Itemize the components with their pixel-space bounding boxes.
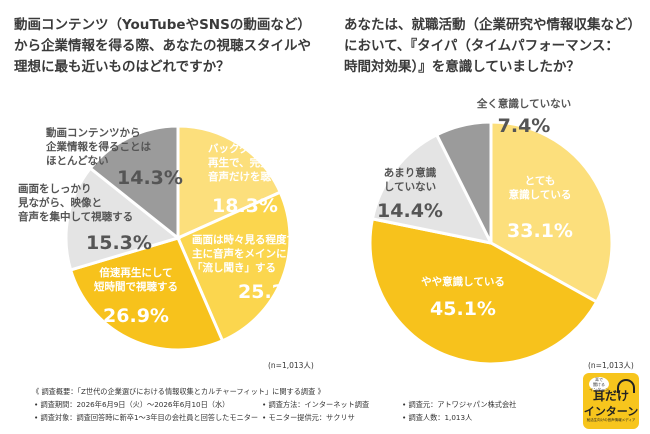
slice-value-0-4: 14.3% — [117, 167, 183, 189]
slice-label-0-3: 音声を集中して視聴する — [18, 210, 133, 223]
survey-footer: 《 調査概要：「Z世代の企業選びにおける情報収集とカルチャーフィット」に関する調… — [32, 385, 554, 424]
slice-label-0-1: 「流し聞き」する — [192, 261, 276, 274]
headphones-icon — [617, 379, 635, 393]
slice-label-0-4: ほとんどない — [46, 154, 108, 167]
survey-provider: • モニター提供元：サクリサ — [262, 413, 355, 422]
footer-row: • 調査対象：調査回答時に新卒1〜3年目の会社員と回答したモニター • モニター… — [34, 411, 554, 424]
slice-label-0-2: 短時間で視聴する — [94, 280, 178, 293]
pie-slice-0-2 — [68, 236, 225, 352]
survey-method: • 調査方法：インターネット調査 — [262, 400, 370, 409]
survey-title: 《 調査概要：「Z世代の企業選びにおける情報収集とカルチャーフィット」に関する調… — [32, 387, 325, 396]
slice-value-1-2: 14.4% — [377, 200, 443, 222]
slice-label-0-0: 再生で、完全に — [208, 156, 281, 169]
slice-value-0-0: 18.3% — [212, 195, 278, 217]
slice-label-0-0: バックグラウンド — [208, 142, 292, 155]
logo-line2: インターン — [583, 405, 639, 418]
slice-value-0-3: 15.3% — [86, 232, 152, 254]
pie-slice-1-1 — [368, 217, 599, 366]
pie-slice-1-2 — [370, 132, 494, 246]
slice-label-0-0: 音声だけを聴く — [208, 170, 282, 183]
slice-label-0-4: 動画コンテンツから — [46, 126, 141, 139]
survey-count: • 調査人数：1,013人 — [402, 413, 473, 422]
logo-line1: 耳だけ — [592, 389, 629, 403]
slice-label-0-1: 画面は時々見る程度で、 — [192, 233, 307, 246]
pie-slice-0-0 — [176, 124, 283, 241]
slice-value-1-1: 45.1% — [430, 298, 496, 320]
slice-label-0-1: 主に音声をメインに — [192, 247, 287, 260]
survey-source: • 調査元：アトワジャパン株式会社 — [402, 400, 517, 409]
footer-row: • 調査期間：2026年6月9日（火）〜2026年6月10日（水） • 調査方法… — [34, 398, 554, 411]
slice-value-0-1: 25.2% — [238, 281, 304, 303]
pie-slice-1-3 — [434, 120, 493, 244]
slice-label-1-2: していない — [384, 181, 436, 193]
pie-slice-0-1 — [176, 190, 292, 343]
slice-label-0-3: 見ながら、映像と — [17, 196, 102, 209]
slice-label-1-1: やや意識している — [421, 275, 505, 288]
question-right: あなたは、就職活動（企業研究や情報収集など） において、『タイパ（タイムパフォー… — [344, 17, 641, 75]
pie-slice-0-4 — [88, 124, 180, 242]
slice-label-1-2: あまり意識 — [384, 166, 437, 179]
slice-value-1-0: 33.1% — [507, 220, 573, 242]
sample-note-left: (n=1,013人) — [268, 361, 314, 370]
survey-period: • 調査期間：2026年6月9日（火）〜2026年6月10日（水） — [34, 400, 230, 409]
logo-bubble: 耳で 聞ける インターン — [589, 377, 609, 392]
survey-target: • 調査対象：調査回答時に新卒1〜3年目の会社員と回答したモニター — [34, 413, 259, 422]
logo-line3: 就活生向けの音声情報メディア — [586, 418, 636, 422]
slice-label-0-2: 倍速再生にして — [99, 266, 172, 279]
pie-slice-0-3 — [64, 166, 182, 272]
slice-label-1-0: とても — [525, 175, 556, 187]
sample-note-right: (n=1,013人) — [588, 361, 634, 370]
brand-logo: 耳で 聞ける インターン 耳だけ インターン 就活生向けの音声情報メディア — [583, 373, 639, 429]
slice-value-0-2: 26.9% — [103, 305, 169, 327]
slice-label-1-3: 全く意識していない — [476, 97, 571, 110]
slice-label-0-4: 企業情報を得ることは — [45, 140, 151, 153]
slice-label-0-3: 画面をしっかり — [18, 183, 92, 195]
slice-label-1-0: 意識している — [509, 188, 572, 201]
slice-value-1-3: 7.4% — [498, 115, 551, 137]
question-left: 動画コンテンツ（YouTubeやSNSの動画など） から企業情報を得る際、あなた… — [14, 17, 311, 75]
pie-slice-1-0 — [489, 120, 614, 304]
